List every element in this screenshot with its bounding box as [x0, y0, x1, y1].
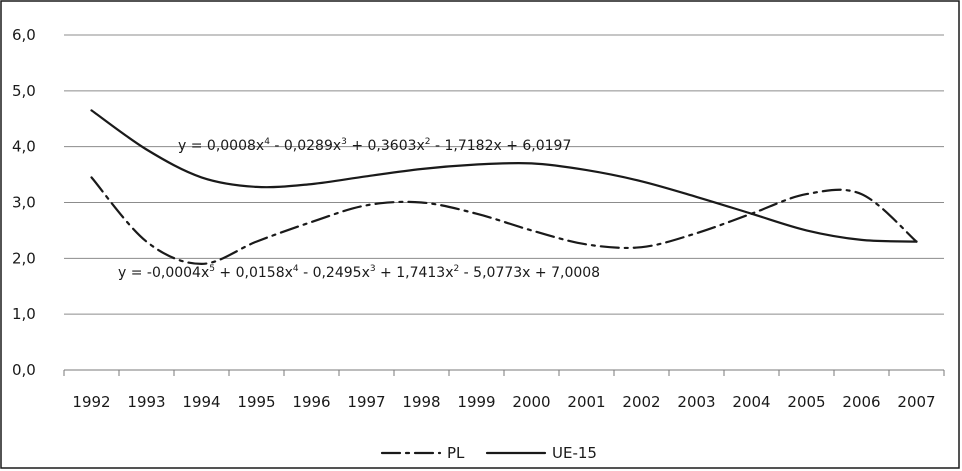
gridlines	[64, 34, 944, 371]
y-tick-label: 1,0	[12, 305, 36, 323]
series-lines	[90, 109, 918, 265]
trendline-equation-pl: y = -0,0004x5 + 0,0158x4 - 0,2495x3 + 1,…	[118, 264, 600, 281]
x-tick-label: 1996	[292, 393, 330, 411]
x-tick-label: 1997	[347, 393, 385, 411]
trendline-equations: y = 0,0008x4 - 0,0289x3 + 0,3603x2 - 1,7…	[118, 137, 600, 281]
x-tick-label: 1999	[457, 393, 495, 411]
x-tick-label: 2005	[787, 393, 825, 411]
x-tick-label: 1994	[182, 393, 220, 411]
y-tick-label: 2,0	[12, 249, 36, 267]
x-tick-label: 1993	[127, 393, 165, 411]
series-line-ue-15	[90, 109, 918, 243]
y-tick-label: 5,0	[12, 82, 36, 100]
x-tick-label: 2007	[897, 393, 935, 411]
y-axis-tick-labels: 0,0 1,0 2,0 3,0 4,0 5,0 6,0	[12, 26, 36, 379]
x-tick-label: 1998	[402, 393, 440, 411]
x-tick-label: 2006	[842, 393, 880, 411]
y-tick-label: 4,0	[12, 138, 36, 156]
legend-label-ue-15: UE-15	[552, 444, 597, 462]
x-tick-label: 1995	[237, 393, 275, 411]
x-tick-label: 1992	[72, 393, 110, 411]
x-axis-tick-labels: 1992 1993 1994 1995 1996 1997 1998 1999 2000 2001…	[63, 370, 945, 411]
series-line-pl	[90, 176, 918, 265]
x-tick-label: 2001	[567, 393, 605, 411]
x-tick-label: 2003	[677, 393, 715, 411]
x-tick-label: 2004	[732, 393, 770, 411]
y-tick-label: 6,0	[12, 26, 36, 44]
legend: PL UE-15	[380, 444, 597, 462]
y-tick-label: 0,0	[12, 361, 36, 379]
x-tick-label: 2000	[512, 393, 550, 411]
legend-label-pl: PL	[447, 444, 465, 462]
x-tick-label: 2002	[622, 393, 660, 411]
y-tick-label: 3,0	[12, 194, 36, 212]
trendline-equation-ue-15: y = 0,0008x4 - 0,0289x3 + 0,3603x2 - 1,7…	[178, 137, 571, 154]
